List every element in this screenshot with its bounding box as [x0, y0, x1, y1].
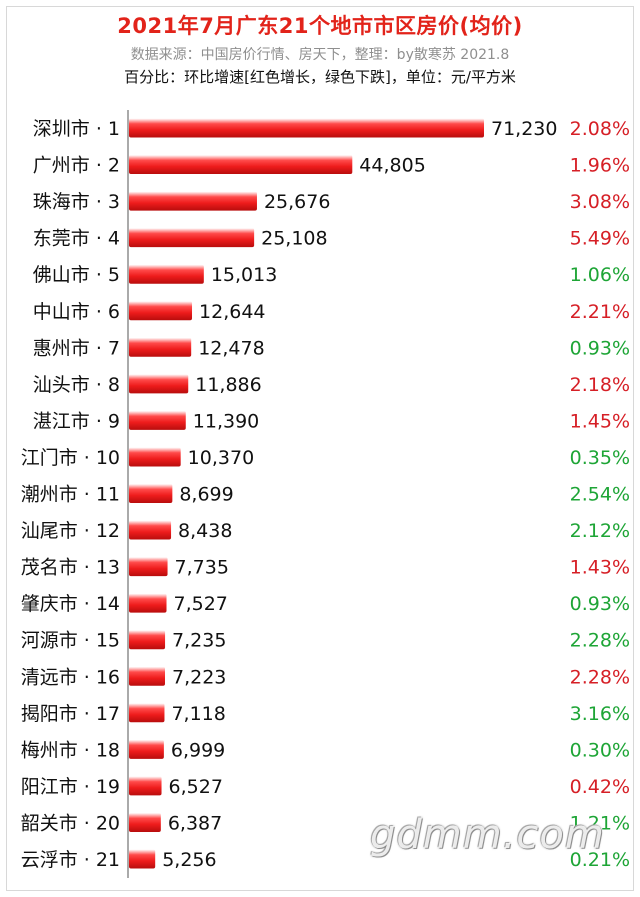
pct-label: 2.28%	[570, 666, 630, 688]
bar	[129, 447, 181, 467]
value-label: 8,699	[179, 484, 233, 506]
bar	[129, 337, 192, 357]
bar	[129, 191, 257, 211]
value-label: 7,235	[172, 630, 226, 652]
category-label: 汕尾市 · 12	[21, 520, 120, 542]
pct-label: 1.21%	[570, 812, 630, 834]
category-label: 潮州市 · 11	[21, 484, 120, 506]
pct-label: 2.18%	[570, 374, 630, 396]
value-label: 15,013	[211, 264, 277, 286]
value-label: 7,118	[171, 703, 225, 725]
category-label: 梅州市 · 18	[21, 739, 120, 761]
category-label: 中山市 · 6	[33, 301, 120, 323]
pct-label: 2.21%	[570, 301, 630, 323]
pct-label: 0.42%	[570, 776, 630, 798]
pct-label: 1.43%	[570, 557, 630, 579]
bar	[129, 374, 189, 394]
bar	[129, 155, 353, 175]
value-label: 44,805	[359, 155, 425, 177]
pct-label: 0.93%	[570, 593, 630, 615]
category-label: 惠州市 · 7	[33, 337, 120, 359]
pct-label: 2.28%	[570, 630, 630, 652]
pct-label: 1.96%	[570, 155, 630, 177]
watermark: gdmm.com	[370, 812, 605, 858]
pct-label: 2.08%	[570, 118, 630, 140]
bar	[129, 484, 173, 503]
category-label: 深圳市 · 1	[33, 118, 120, 140]
bar	[129, 520, 172, 540]
category-label: 江门市 · 10	[21, 447, 120, 469]
bar	[129, 812, 161, 832]
value-label: 7,223	[172, 666, 226, 688]
category-label: 清远市 · 16	[21, 666, 120, 688]
chart-note: 百分比：环比增速[红色增长，绿色下跌]，单位：元/平方米	[124, 68, 516, 86]
pct-label: 0.93%	[570, 337, 630, 359]
bar	[129, 849, 156, 869]
pct-label: 0.35%	[570, 447, 630, 469]
value-label: 7,735	[175, 557, 229, 579]
value-label: 10,370	[188, 447, 254, 469]
bar	[129, 739, 164, 759]
chart-subtitle: 数据来源：中国房价行情、房天下，整理：by散寒苏 2021.8	[130, 47, 510, 63]
bar	[129, 630, 166, 650]
pct-label: 1.45%	[570, 410, 630, 432]
pct-label: 3.16%	[570, 703, 630, 725]
category-label: 湛江市 · 9	[33, 410, 120, 432]
value-label: 6,387	[168, 812, 222, 834]
value-label: 25,676	[264, 191, 330, 213]
bar	[129, 666, 165, 686]
bar	[129, 118, 484, 138]
value-label: 12,478	[198, 337, 264, 359]
value-label: 7,527	[174, 593, 228, 615]
category-label: 茂名市 · 13	[21, 557, 120, 579]
category-label: 广州市 · 2	[33, 155, 120, 177]
value-label: 6,527	[169, 776, 223, 798]
value-label: 12,644	[199, 301, 265, 323]
bar	[129, 228, 255, 248]
bar	[129, 776, 162, 796]
pct-label: 2.54%	[570, 484, 630, 506]
pct-label: 0.21%	[570, 849, 630, 871]
value-label: 6,999	[171, 739, 225, 761]
category-label: 东莞市 · 4	[33, 228, 120, 250]
category-label: 肇庆市 · 14	[21, 593, 120, 615]
pct-label: 1.06%	[570, 264, 630, 286]
value-label: 71,230	[491, 118, 557, 140]
pct-label: 0.30%	[570, 739, 630, 761]
category-label: 汕头市 · 8	[33, 374, 120, 396]
bar	[129, 593, 167, 613]
bar	[129, 410, 186, 430]
pct-label: 5.49%	[570, 228, 630, 250]
category-label: 揭阳市 · 17	[21, 703, 120, 725]
bar	[129, 557, 168, 577]
chart-frame	[6, 6, 634, 891]
value-label: 8,438	[178, 520, 232, 542]
pct-label: 2.12%	[570, 520, 630, 542]
category-label: 佛山市 · 5	[33, 264, 120, 286]
category-label: 珠海市 · 3	[33, 191, 120, 213]
bar	[129, 703, 165, 723]
value-label: 11,390	[193, 410, 259, 432]
bar	[129, 264, 204, 284]
category-label: 韶关市 · 20	[21, 812, 120, 834]
category-label: 河源市 · 15	[21, 630, 120, 652]
chart-title: 2021年7月广东21个地市市区房价(均价)	[117, 14, 523, 38]
pct-label: 3.08%	[570, 191, 630, 213]
value-label: 5,256	[162, 849, 216, 871]
value-label: 25,108	[261, 228, 327, 250]
category-label: 云浮市 · 21	[21, 849, 120, 871]
bar	[129, 301, 193, 321]
value-label: 11,886	[195, 374, 261, 396]
category-label: 阳江市 · 19	[21, 776, 120, 798]
